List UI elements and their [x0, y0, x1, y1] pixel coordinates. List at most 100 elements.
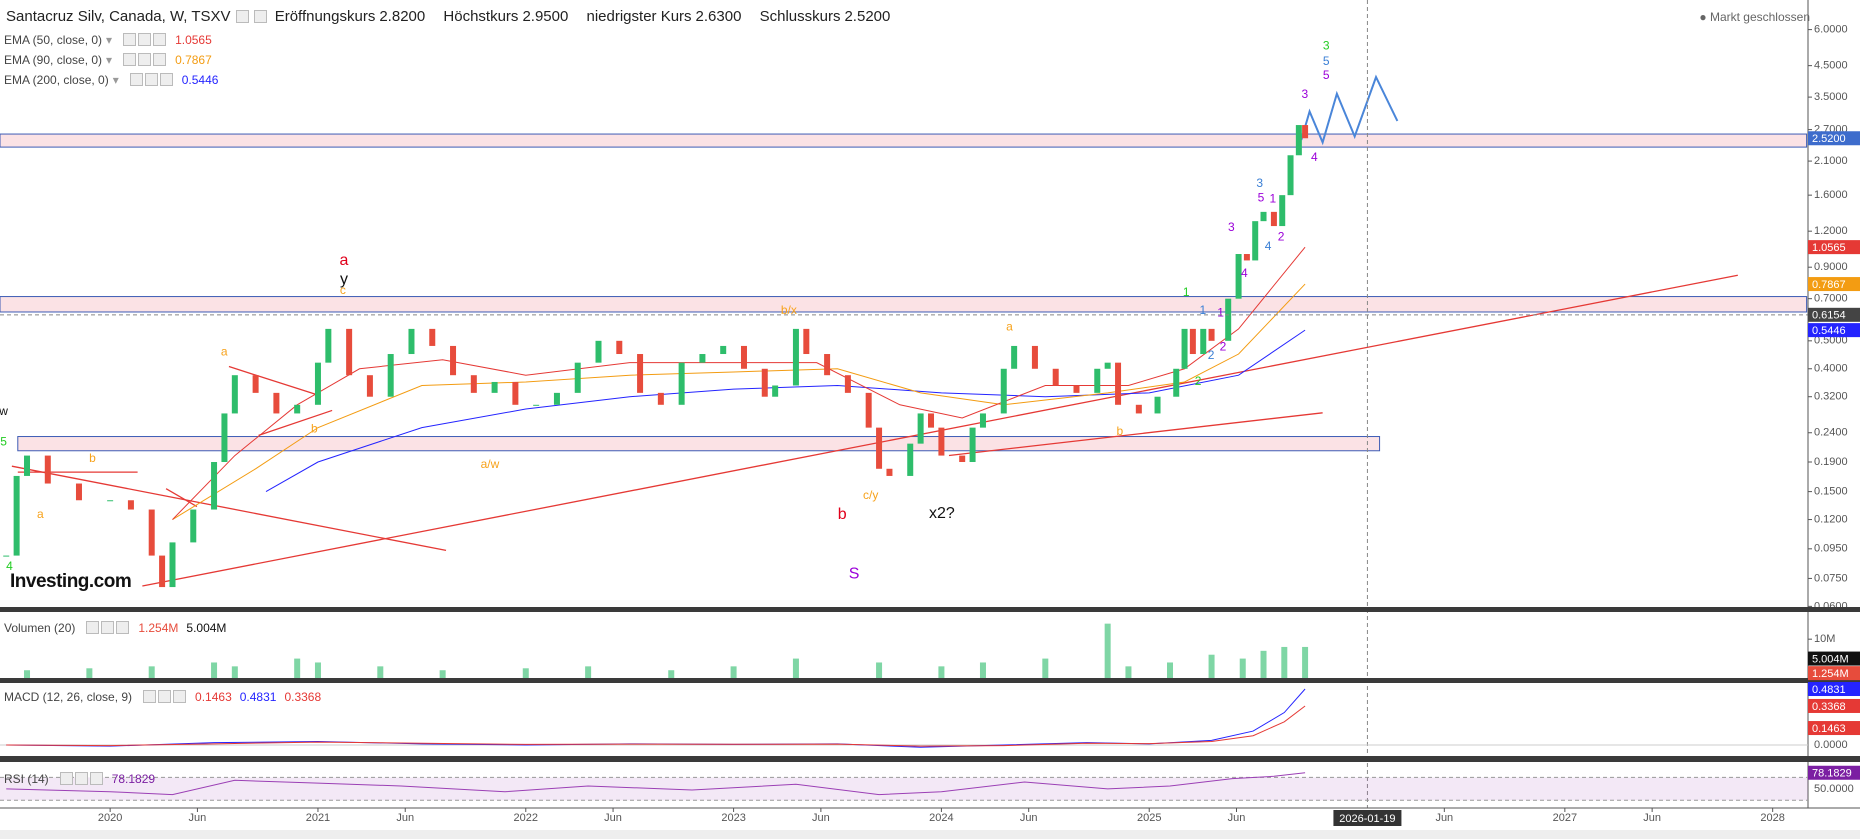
legend-name[interactable]: EMA (200, close, 0) [4, 73, 109, 87]
price-tag-box [1808, 666, 1860, 681]
y-tick-label: 1.2000 [1814, 225, 1848, 237]
candle [3, 555, 10, 557]
icon[interactable] [159, 73, 173, 86]
candle [1154, 396, 1161, 414]
panel-legend: RSI (14) 78.1829 [4, 772, 155, 786]
wave-label: 1 [1183, 285, 1190, 299]
panel-name[interactable]: MACD (12, 26, close, 9) [4, 690, 133, 704]
candle [938, 427, 945, 456]
icon[interactable] [138, 53, 152, 66]
y-tick-label: 0.0000 [1814, 739, 1848, 751]
price-tag: 0.1463 [1812, 723, 1846, 735]
candle [678, 362, 685, 405]
panel-separator [0, 607, 1860, 612]
wave-label: a [340, 252, 349, 269]
panel-value: 78.1829 [111, 772, 156, 786]
x-tick-label: Jun [1643, 812, 1661, 824]
symbol[interactable]: Santacruz Silv, Canada, W, TSXV [6, 8, 231, 25]
panel-separator [0, 678, 1860, 683]
candle [740, 345, 747, 369]
icon[interactable] [153, 33, 167, 46]
candle [1279, 195, 1286, 227]
icon[interactable] [89, 772, 103, 785]
icon[interactable] [253, 10, 267, 23]
icon[interactable] [138, 33, 152, 46]
wave-label: 3 [1228, 220, 1235, 234]
wave-label: 3 [1302, 87, 1309, 101]
wave-label: c [340, 283, 346, 297]
candle [761, 368, 768, 397]
candle [959, 455, 966, 463]
legend-row: EMA (90, close, 0) ▾ 0.7867 [4, 53, 212, 67]
price-tag-box [1808, 698, 1860, 713]
icon[interactable] [116, 621, 130, 634]
icon[interactable] [144, 73, 158, 86]
y-tick-label: 10M [1814, 633, 1835, 645]
icon[interactable] [153, 53, 167, 66]
icon[interactable] [143, 690, 157, 703]
candle [252, 375, 259, 393]
y-tick-label: 0.0950 [1814, 543, 1848, 555]
candle [44, 455, 51, 484]
price-tag: 1.254M [1812, 668, 1849, 680]
candle [1252, 221, 1259, 261]
x-tick-label: 2020 [98, 812, 122, 824]
icon[interactable] [101, 621, 115, 634]
icon[interactable] [74, 772, 88, 785]
wave-label: 1 [1269, 191, 1276, 205]
y-tick-label: 50.0000 [1814, 783, 1854, 795]
candle [844, 375, 851, 393]
x-tick-label: 2023 [721, 812, 745, 824]
wave-label: a/w [481, 457, 500, 471]
icon[interactable] [235, 10, 249, 23]
wave-label: 2 [1278, 229, 1285, 243]
price-tag: 0.7867 [1812, 279, 1846, 291]
y-tick-label: 2.1000 [1814, 155, 1848, 167]
icon[interactable] [59, 772, 73, 785]
wave-label: b [89, 451, 96, 465]
candle [1173, 368, 1180, 397]
candle [1031, 345, 1038, 369]
volume-bar [1302, 646, 1309, 678]
legend-row: EMA (50, close, 0) ▾ 1.0565 [4, 33, 212, 47]
label: Eröffnungskurs [274, 8, 376, 25]
volume-bar [148, 666, 155, 678]
candle [979, 413, 986, 428]
trend-line [258, 409, 333, 436]
icon[interactable] [173, 690, 187, 703]
label: niedrigster Kurs [586, 8, 692, 25]
panel-separator [0, 756, 1860, 762]
macd-line [6, 705, 1306, 747]
icon[interactable] [86, 621, 100, 634]
volume-bar [522, 668, 529, 678]
panel-name[interactable]: Volumen (20) [4, 621, 76, 635]
panel-name[interactable]: RSI (14) [4, 772, 49, 786]
icon[interactable] [123, 33, 137, 46]
trend-line [165, 488, 198, 508]
candle [928, 413, 935, 428]
x-tick-label: 2028 [1760, 812, 1784, 824]
price-tag: 78.1829 [1812, 768, 1852, 780]
icon[interactable] [123, 53, 137, 66]
candle [886, 468, 893, 476]
icon[interactable] [129, 73, 143, 86]
candle [107, 500, 114, 502]
price-tag-box [1808, 131, 1860, 146]
legend-name[interactable]: EMA (50, close, 0) [4, 33, 103, 47]
candle [127, 500, 134, 510]
icon[interactable] [158, 690, 172, 703]
price-tag: 0.4831 [1812, 684, 1846, 696]
wave-label: b [838, 506, 847, 523]
price-tag: 1.0565 [1812, 242, 1846, 254]
legend-name[interactable]: EMA (90, close, 0) [4, 53, 103, 67]
candle [169, 542, 176, 588]
candle [657, 392, 664, 405]
price-tag-box [1808, 651, 1860, 666]
candle [637, 354, 644, 393]
volume-bar [1281, 646, 1288, 678]
candle [969, 427, 976, 463]
y-tick-label: 0.0750 [1814, 572, 1848, 584]
price-tag: 0.3368 [1812, 701, 1846, 713]
y-tick-label: 4.5000 [1814, 60, 1848, 72]
